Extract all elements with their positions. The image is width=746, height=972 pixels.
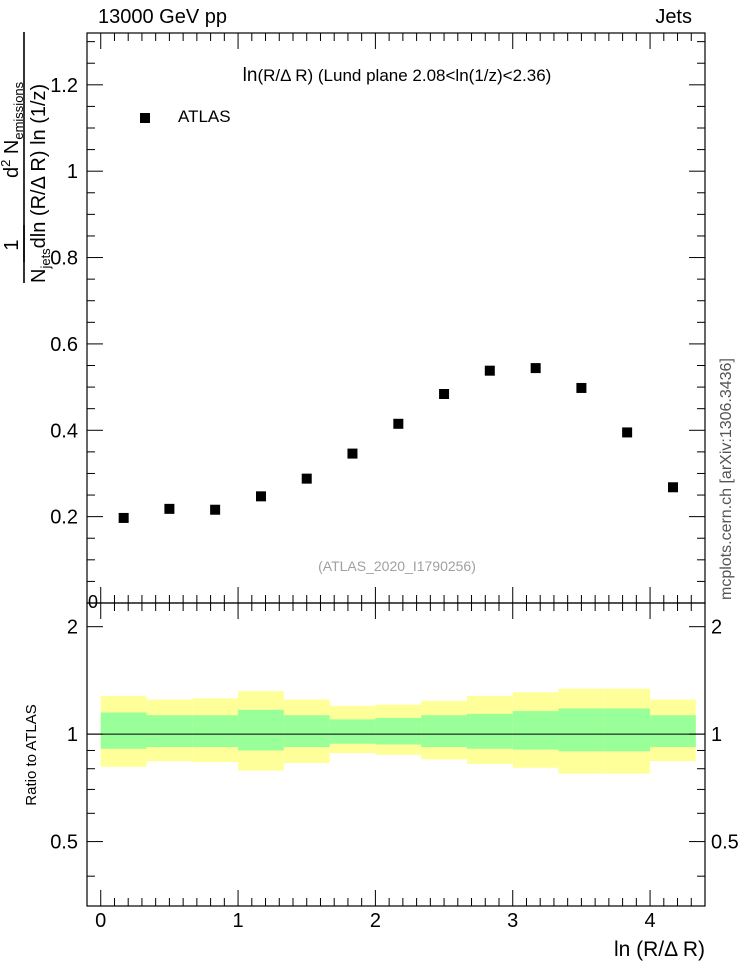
ratio-y-tick-label-right: 1 <box>711 724 722 746</box>
data-point-atlas <box>393 418 404 429</box>
ratio-y-tick-label-left: 1 <box>67 724 78 746</box>
analysis-watermark: (ATLAS_2020_I1790256) <box>318 558 476 574</box>
ratio-band-stat-bin <box>283 715 330 748</box>
ratio-band-stat-bin <box>421 715 468 748</box>
collision-energy-label: 13000 GeV pp <box>98 6 227 28</box>
ratio-band-stat-bin <box>512 711 559 750</box>
main-y-axis-label: 1 Njetsdln (R/Δ R) ln (1/z) d2 Nemission… <box>0 32 53 283</box>
x-axis-label: ln (R/Δ R) <box>614 938 705 961</box>
data-point-atlas <box>484 365 495 376</box>
ratio-band-stat-bin <box>100 712 147 749</box>
x-tick-label: 0 <box>95 910 106 932</box>
ratio-band-stat-bin <box>146 715 193 748</box>
y-zero-tick-label: 0 <box>88 592 98 612</box>
main-y-tick-labels: 0.2 0.4 0.6 0.8 1 1.2 <box>50 75 78 529</box>
x-tick-label: 4 <box>645 910 656 932</box>
ratio-band-stat-bin <box>329 719 376 744</box>
x-tick-label: 3 <box>507 910 518 932</box>
ratio-y-tick-label-right: 0.5 <box>711 832 739 854</box>
ratio-band-stat-bin <box>238 709 284 751</box>
ratio-band-stat-bin <box>650 715 696 748</box>
data-point-atlas <box>210 504 221 515</box>
main-y-tick-label: 0.4 <box>50 420 78 442</box>
data-point-atlas <box>347 448 358 459</box>
data-point-atlas <box>118 512 129 523</box>
x-tick-label: 1 <box>233 910 244 932</box>
y-label-denominator-njets: Njetsdln (R/Δ R) ln (1/z) <box>28 84 53 283</box>
ratio-uncertainty-bands <box>100 688 696 774</box>
main-y-tick-label: 1.2 <box>50 75 78 97</box>
main-data-points <box>118 363 679 523</box>
legend-label: ATLAS <box>178 107 231 126</box>
ratio-band-stat-bin <box>604 708 651 752</box>
main-y-tick-label: 0.2 <box>50 507 78 529</box>
data-point-atlas <box>301 473 312 484</box>
ratio-x-tick-labels: 0 1 2 3 4 <box>95 910 655 932</box>
main-y-tick-label: 1 <box>67 161 78 183</box>
ratio-panel: 0.5 0.5 1 1 2 2 0 1 2 3 4 Ratio to ATLAS ln (R/Δ … <box>23 602 739 961</box>
x-tick-label: 2 <box>370 910 381 932</box>
main-panel: 0.2 0.4 0.6 0.8 1 1.2 0 ln(R/Δ R) (Lund plane… <box>0 32 706 612</box>
ratio-band-stat-bin <box>375 717 422 745</box>
ratio-band-stat-bin <box>467 713 513 749</box>
data-point-atlas <box>439 389 450 399</box>
ratio-y-tick-labels: 0.5 0.5 1 1 2 2 <box>50 617 739 854</box>
ratio-y-tick-label-left: 0.5 <box>50 832 78 854</box>
main-y-tick-label: 0.6 <box>50 334 78 356</box>
ratio-y-tick-label-right: 2 <box>711 617 722 639</box>
ratio-y-axis-label: Ratio to ATLAS <box>23 704 40 805</box>
ratio-y-tick-label-left: 2 <box>67 617 78 639</box>
data-point-atlas <box>576 382 587 393</box>
ratio-band-stat-bin <box>558 708 605 752</box>
y-label-numerator-one: 1 <box>1 239 23 250</box>
data-point-atlas <box>668 482 679 493</box>
data-point-atlas <box>530 363 541 374</box>
data-point-atlas <box>622 427 633 438</box>
ratio-band-stat-bin <box>192 715 239 748</box>
main-axis-ticks <box>87 33 706 603</box>
ratio-frame <box>86 602 706 907</box>
y-label-numerator: d2 Nemissions <box>0 81 26 178</box>
data-point-atlas <box>164 503 175 514</box>
data-point-atlas <box>256 491 267 502</box>
observable-category-label: Jets <box>655 6 692 28</box>
legend-marker <box>140 113 150 123</box>
main-y-tick-label: 0.8 <box>50 248 78 270</box>
plot-title: ln(R/Δ R) (Lund plane 2.08<ln(1/z)<2.36) <box>243 65 552 86</box>
ratio-axis-ticks <box>87 603 706 906</box>
